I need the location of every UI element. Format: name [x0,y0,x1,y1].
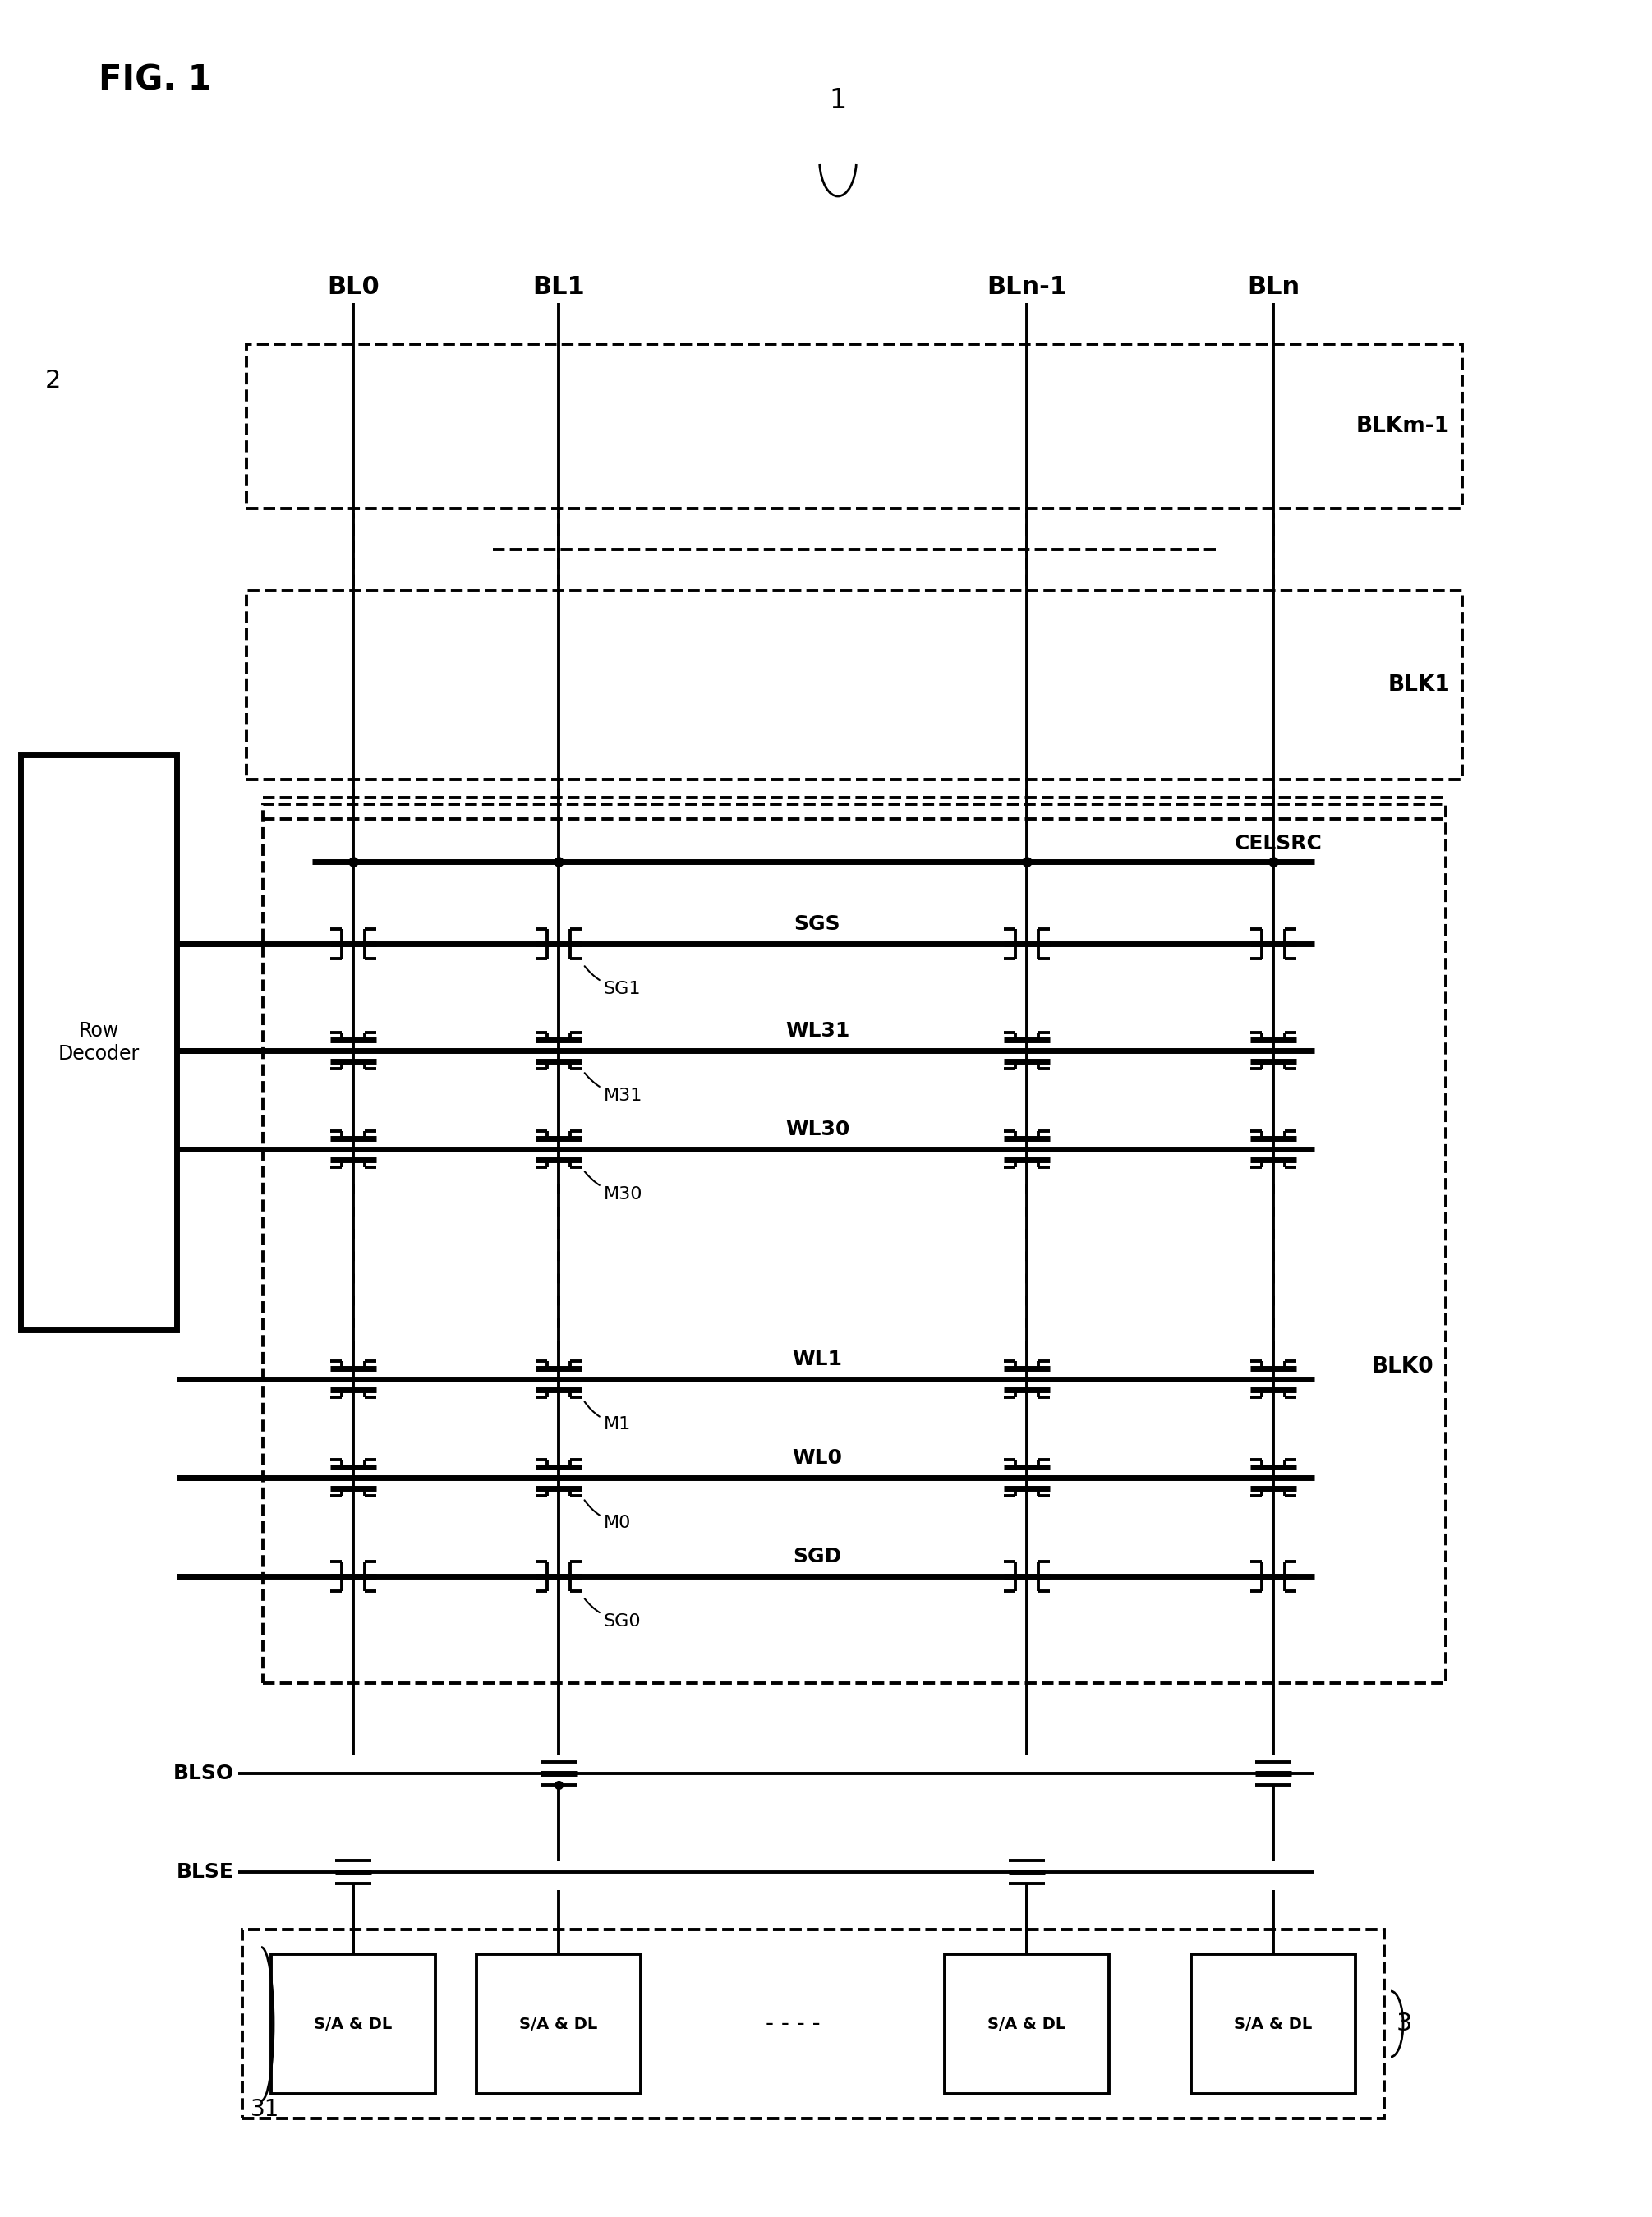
Text: S/A & DL: S/A & DL [314,2015,393,2031]
Text: BLn-1: BLn-1 [986,275,1067,299]
Text: BLK0: BLK0 [1371,1357,1434,1377]
Bar [1191,1953,1355,2093]
Text: BLKm-1: BLKm-1 [1356,415,1450,437]
Bar [20,754,177,1330]
Text: WL31: WL31 [785,1022,849,1040]
Text: M0: M0 [585,1501,631,1532]
Text: BLK1: BLK1 [1388,674,1450,696]
Text: SG0: SG0 [585,1598,641,1629]
Text: BL0: BL0 [327,275,380,299]
Text: 3: 3 [1396,2013,1412,2035]
Text: SGD: SGD [793,1547,843,1567]
Text: BLSO: BLSO [173,1763,235,1782]
Text: 1: 1 [829,86,846,115]
Text: SGS: SGS [795,913,841,933]
Text: S/A & DL: S/A & DL [988,2015,1066,2031]
Text: WL0: WL0 [793,1448,843,1468]
Text: - - - -: - - - - [765,2013,819,2035]
Text: WL1: WL1 [793,1350,843,1370]
Text: M30: M30 [585,1171,643,1202]
Text: M1: M1 [585,1401,631,1432]
Text: BLSE: BLSE [177,1862,235,1882]
Bar [476,1953,641,2093]
Bar [271,1953,436,2093]
Text: SG1: SG1 [585,967,641,998]
Text: 2: 2 [45,368,61,392]
Text: FIG. 1: FIG. 1 [99,64,211,98]
Text: BL1: BL1 [532,275,585,299]
Text: CELSRC: CELSRC [1234,834,1323,854]
Text: S/A & DL: S/A & DL [1234,2015,1312,2031]
Bar [945,1953,1108,2093]
Text: WL30: WL30 [785,1120,849,1140]
Text: BLn: BLn [1247,275,1300,299]
Text: M31: M31 [585,1073,643,1104]
Text: S/A & DL: S/A & DL [519,2015,598,2031]
Text: Row
Decoder: Row Decoder [58,1022,139,1064]
Text: 31: 31 [251,2097,279,2122]
